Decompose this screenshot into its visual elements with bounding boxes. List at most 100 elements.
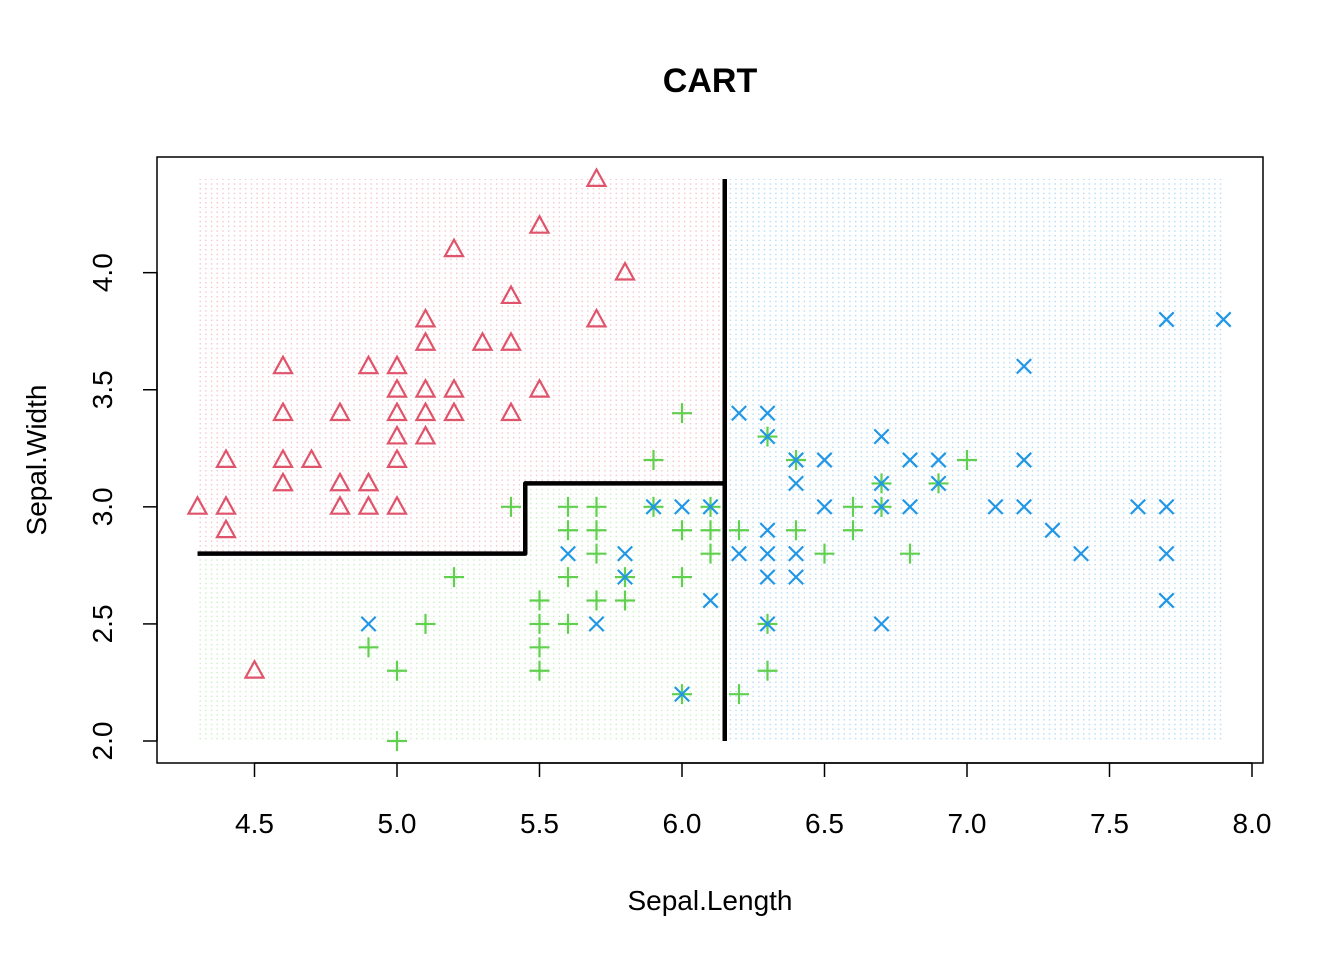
point-plus: [900, 543, 920, 564]
point-x: [759, 522, 776, 539]
point-plus: [415, 613, 436, 634]
y-tick-label: 3.0: [87, 487, 118, 526]
point-x: [788, 452, 804, 468]
point-triangle: [272, 354, 294, 375]
point-x: [731, 545, 747, 562]
point-plus: [529, 660, 550, 681]
point-triangle: [386, 377, 408, 398]
y-axis: 2.0 2.5 3.0 3.5 4.0: [87, 253, 158, 760]
boundary-segment-1: [197, 179, 727, 556]
point-plus: [358, 637, 379, 658]
x-tick-label: 8.0: [1233, 808, 1272, 839]
point-x: [759, 428, 776, 445]
point-plus: [529, 590, 550, 611]
point-triangle: [500, 401, 522, 422]
y-tick-label: 3.5: [87, 370, 118, 409]
point-triangle: [329, 471, 351, 492]
point-plus: [843, 520, 863, 541]
point-triangle: [215, 518, 237, 539]
point-plus: [729, 684, 749, 705]
point-triangle: [186, 495, 209, 515]
point-x: [674, 498, 690, 515]
point-x: [873, 428, 890, 445]
point-triangle: [272, 448, 294, 468]
point-plus: [529, 637, 550, 658]
point-triangle: [386, 495, 408, 515]
point-triangle: [215, 495, 237, 515]
point-triangle: [357, 471, 380, 492]
point-triangle: [300, 448, 323, 468]
point-triangle: [272, 401, 294, 422]
point-x: [1158, 311, 1175, 328]
point-plus: [814, 543, 835, 564]
point-triangle: [414, 401, 437, 422]
point-plus: [672, 520, 692, 541]
point-triangle: [414, 377, 437, 398]
point-triangle: [471, 331, 494, 351]
point-triangle: [528, 214, 551, 234]
point-plus: [558, 520, 578, 541]
point-plus: [843, 496, 863, 517]
point-x: [902, 498, 918, 515]
data-points: [186, 167, 1232, 751]
point-x: [930, 475, 947, 492]
point-plus: [586, 520, 607, 541]
point-triangle: [329, 401, 351, 422]
x-axis: 4.5 5.0 5.5 6.0 6.5 7.0 7.5 8.0: [235, 762, 1272, 839]
point-plus: [700, 520, 721, 541]
point-plus: [558, 496, 578, 517]
chart-title: CART: [663, 62, 758, 100]
point-x: [617, 569, 633, 586]
point-triangle: [357, 495, 380, 515]
point-triangle: [500, 284, 522, 305]
x-tick-label: 5.0: [378, 808, 417, 839]
x-tick-label: 6.5: [805, 808, 844, 839]
point-plus: [387, 731, 407, 751]
x-tick-label: 7.5: [1090, 808, 1129, 839]
point-triangle: [414, 424, 437, 445]
point-triangle: [500, 331, 522, 351]
point-x: [731, 405, 747, 422]
point-triangle: [443, 401, 465, 422]
decision-boundary: [197, 179, 727, 741]
point-plus: [615, 590, 635, 611]
point-plus: [643, 450, 664, 470]
point-x: [873, 615, 890, 632]
point-x: [902, 452, 918, 468]
region-green-2: [525, 483, 725, 741]
point-triangle: [272, 471, 294, 492]
point-triangle: [243, 658, 266, 679]
point-x: [617, 545, 633, 562]
point-plus: [586, 496, 607, 517]
point-x: [759, 569, 776, 586]
point-x: [1215, 311, 1232, 328]
region-red-2: [525, 179, 725, 484]
point-plus: [586, 543, 607, 564]
point-x: [788, 545, 804, 562]
point-plus: [729, 520, 749, 541]
point-x: [702, 592, 719, 609]
point-x: [702, 498, 719, 515]
y-tick-label: 2.5: [87, 604, 118, 643]
point-x: [360, 615, 377, 632]
point-x: [674, 686, 690, 703]
point-plus: [672, 403, 692, 424]
x-tick-label: 5.5: [520, 808, 559, 839]
point-plus: [501, 496, 521, 517]
class-regions: [197, 179, 1224, 741]
point-plus: [387, 660, 407, 681]
point-x: [645, 498, 662, 515]
point-triangle: [357, 354, 380, 375]
point-x: [816, 452, 833, 468]
point-plus: [558, 613, 578, 634]
point-x: [560, 545, 576, 562]
point-x: [1016, 498, 1032, 515]
x-tick-label: 4.5: [235, 808, 274, 839]
point-triangle: [528, 377, 551, 398]
point-x: [873, 498, 890, 515]
x-tick-label: 7.0: [948, 808, 987, 839]
point-plus: [786, 520, 806, 541]
point-x: [788, 475, 804, 492]
point-x: [930, 452, 947, 468]
point-triangle: [614, 260, 636, 281]
